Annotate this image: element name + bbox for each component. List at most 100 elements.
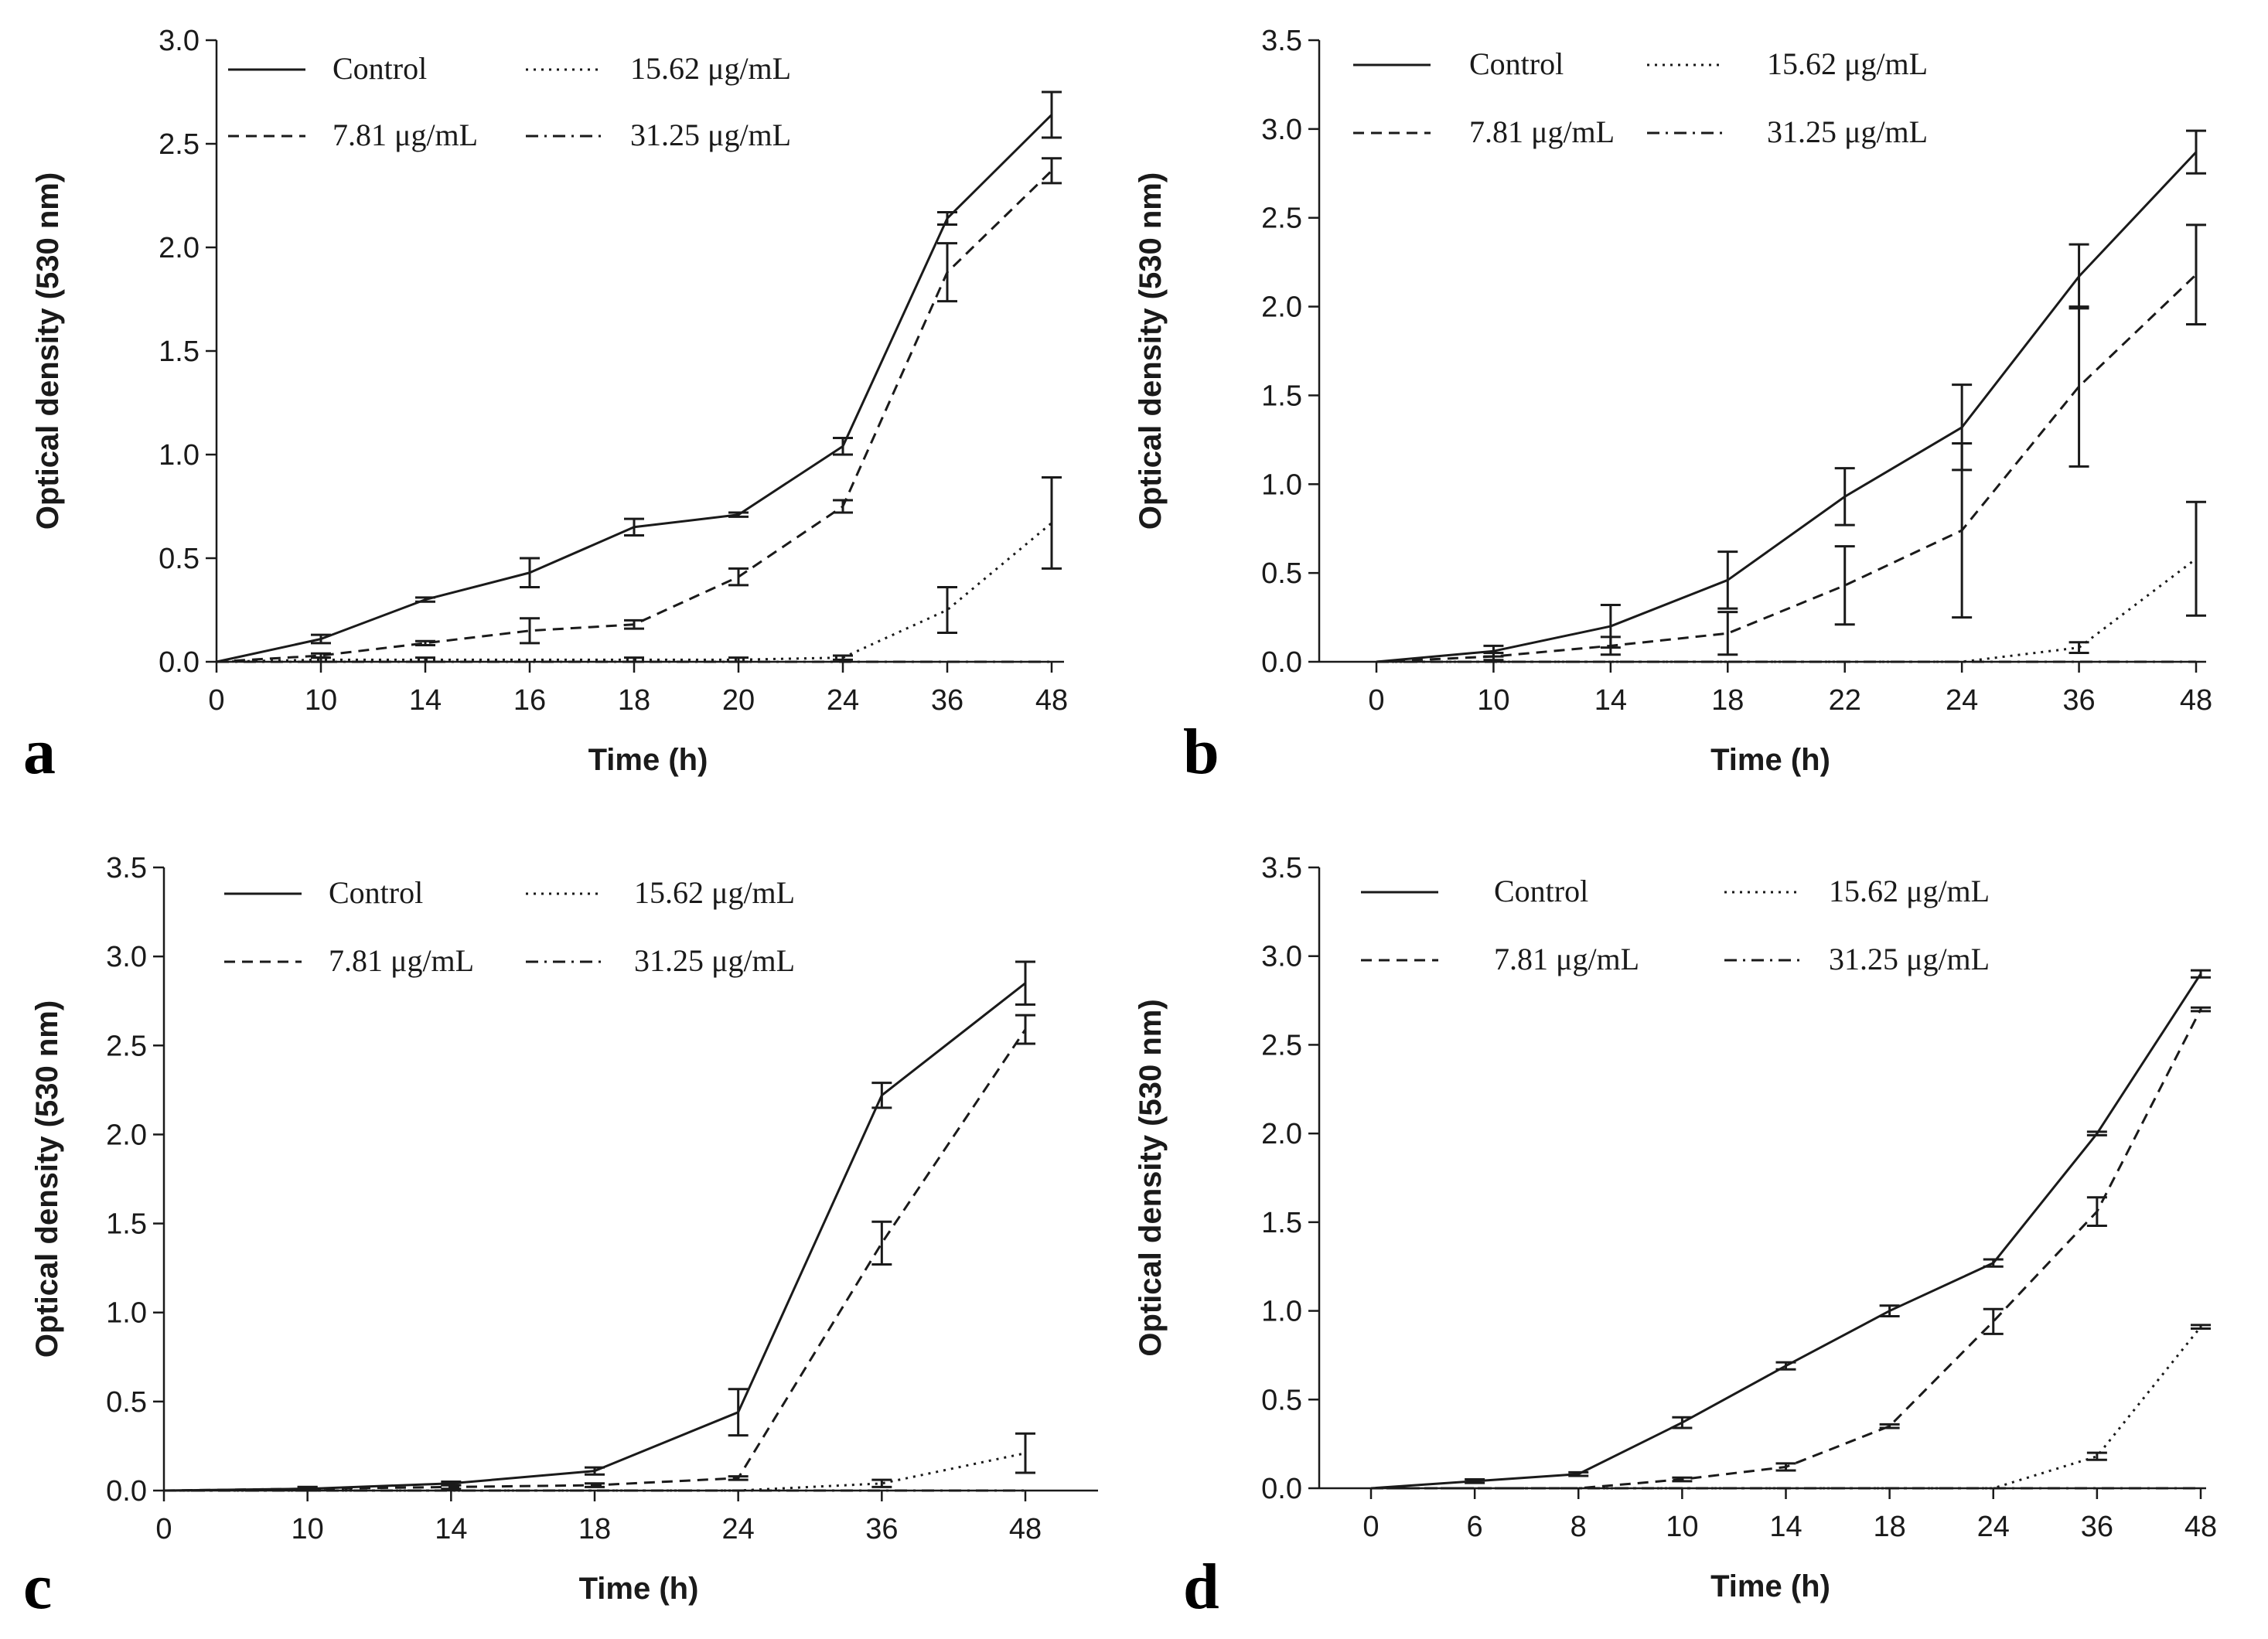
y-tick-label: 2.5 bbox=[106, 1030, 147, 1062]
y-tick-label: 3.0 bbox=[106, 941, 147, 973]
x-tick-label: 10 bbox=[1666, 1511, 1698, 1543]
series-line bbox=[1376, 274, 2198, 663]
y-tick-label: 3.0 bbox=[159, 25, 200, 57]
y-tick-label: 1.5 bbox=[106, 1208, 147, 1241]
x-tick-label: 14 bbox=[409, 684, 442, 717]
y-axis-title: Optical density (530 nm) bbox=[1134, 172, 1168, 530]
x-tick-label: 14 bbox=[1769, 1511, 1802, 1543]
series-line bbox=[1376, 151, 2198, 663]
x-tick-label: 18 bbox=[578, 1513, 611, 1545]
y-tick-label: 0.0 bbox=[106, 1475, 147, 1508]
x-tick-label: 48 bbox=[1009, 1513, 1042, 1545]
legend-label: 15.62 μg/mL bbox=[634, 875, 795, 910]
x-tick-label: 36 bbox=[2081, 1511, 2113, 1543]
x-tick-label: 10 bbox=[292, 1513, 324, 1545]
y-tick-label: 2.5 bbox=[159, 128, 200, 161]
legend-label: 7.81 μg/mL bbox=[1469, 114, 1615, 149]
x-tick-label: 0 bbox=[1368, 684, 1384, 717]
panel-letter: c bbox=[23, 1551, 52, 1623]
x-axis-title: Time (h) bbox=[1710, 743, 1830, 777]
y-tick-label: 0.0 bbox=[1261, 646, 1302, 679]
x-tick-label: 0 bbox=[208, 684, 224, 717]
y-tick-label: 3.5 bbox=[1261, 25, 1302, 57]
x-tick-label: 36 bbox=[931, 684, 963, 717]
y-tick-label: 3.0 bbox=[1261, 114, 1302, 146]
x-tick-label: 36 bbox=[2062, 684, 2095, 717]
legend-label: 7.81 μg/mL bbox=[329, 943, 474, 978]
y-tick-label: 2.0 bbox=[106, 1119, 147, 1151]
legend-label: 7.81 μg/mL bbox=[333, 118, 478, 152]
series-line bbox=[1371, 1008, 2202, 1490]
x-tick-label: 24 bbox=[1946, 684, 1978, 717]
x-tick-label: 18 bbox=[618, 684, 650, 717]
series-line bbox=[163, 1028, 1027, 1492]
series-dotted bbox=[164, 1432, 1035, 1492]
y-tick-label: 2.5 bbox=[1261, 203, 1302, 235]
series-solid bbox=[163, 960, 1035, 1492]
x-tick-label: 10 bbox=[1477, 684, 1509, 717]
series-dashed bbox=[1376, 223, 2206, 663]
y-tick-label: 1.5 bbox=[159, 336, 200, 368]
panel-letter: a bbox=[23, 716, 56, 788]
panel-letter: b bbox=[1183, 716, 1219, 788]
y-tick-label: 3.5 bbox=[106, 852, 147, 884]
x-tick-label: 24 bbox=[1977, 1511, 2010, 1543]
legend-label: 7.81 μg/mL bbox=[1494, 942, 1639, 976]
y-tick-label: 0.0 bbox=[159, 646, 200, 679]
x-tick-label: 48 bbox=[2184, 1511, 2217, 1543]
legend-label: 15.62 μg/mL bbox=[630, 51, 791, 86]
series-dotted bbox=[1376, 500, 2206, 663]
y-axis-title: Optical density (530 nm) bbox=[31, 172, 65, 530]
y-tick-label: 3.0 bbox=[1261, 941, 1302, 973]
series-dashed bbox=[216, 157, 1062, 663]
x-tick-label: 48 bbox=[1035, 684, 1068, 717]
legend-label: Control bbox=[1494, 874, 1588, 908]
x-axis-title: Time (h) bbox=[588, 743, 708, 777]
y-tick-label: 1.0 bbox=[106, 1297, 147, 1330]
legend: Control 15.62 μg/mL 7.81 μg/mL 31.25 μg/mL bbox=[228, 51, 791, 152]
series-dotted bbox=[216, 475, 1062, 663]
x-axis-title: Time (h) bbox=[1710, 1569, 1830, 1603]
series-dotted bbox=[1371, 1324, 2211, 1490]
series-line bbox=[216, 522, 1052, 663]
y-tick-label: 0.5 bbox=[1261, 557, 1302, 590]
y-tick-label: 0.5 bbox=[1261, 1384, 1302, 1416]
x-tick-label: 48 bbox=[2180, 684, 2212, 717]
y-tick-label: 2.0 bbox=[159, 232, 200, 264]
series-solid bbox=[216, 90, 1062, 663]
x-tick-label: 16 bbox=[513, 684, 546, 717]
y-tick-label: 1.5 bbox=[1261, 380, 1302, 412]
x-tick-label: 6 bbox=[1467, 1511, 1483, 1543]
series-solid bbox=[1376, 129, 2206, 663]
x-tick-label: 18 bbox=[1711, 684, 1744, 717]
y-tick-label: 2.0 bbox=[1261, 291, 1302, 324]
legend-label: 15.62 μg/mL bbox=[1767, 46, 1928, 81]
legend-label: 15.62 μg/mL bbox=[1829, 874, 1990, 908]
chart-panel-a: 0.0 0.5 1.0 1.5 2.0 2.5 3.0 0 10 14 16 18 20 24 36 48 Ti… bbox=[23, 25, 1068, 788]
x-tick-label: 24 bbox=[827, 684, 859, 717]
series-line bbox=[216, 114, 1053, 663]
y-tick-label: 3.5 bbox=[1261, 852, 1302, 884]
y-tick-label: 0.5 bbox=[106, 1386, 147, 1419]
legend-label: 31.25 μg/mL bbox=[1829, 942, 1990, 976]
y-tick-label: 0.0 bbox=[1261, 1473, 1302, 1505]
legend-label: Control bbox=[333, 51, 427, 86]
y-axis-title: Optical density (530 nm) bbox=[1134, 999, 1168, 1356]
x-tick-label: 18 bbox=[1873, 1511, 1905, 1543]
series-line bbox=[1370, 973, 2202, 1490]
y-tick-label: 1.0 bbox=[1261, 469, 1302, 501]
chart-panel-c: 0.0 0.5 1.0 1.5 2.0 2.5 3.0 3.5 0 10 14 18 24 36 48 Tim… bbox=[23, 852, 1098, 1623]
y-tick-label: 2.5 bbox=[1261, 1029, 1302, 1061]
x-tick-label: 0 bbox=[155, 1513, 172, 1545]
y-tick-label: 0.5 bbox=[159, 543, 200, 575]
legend-label: Control bbox=[329, 875, 423, 910]
panel-letter: d bbox=[1183, 1551, 1219, 1623]
x-tick-label: 36 bbox=[865, 1513, 898, 1545]
y-axis-title: Optical density (530 nm) bbox=[30, 1000, 64, 1358]
x-tick-label: 0 bbox=[1363, 1511, 1379, 1543]
series-line bbox=[216, 169, 1053, 663]
x-tick-label: 8 bbox=[1571, 1511, 1587, 1543]
legend-label: 31.25 μg/mL bbox=[1767, 114, 1928, 149]
legend-label: 31.25 μg/mL bbox=[630, 118, 791, 152]
